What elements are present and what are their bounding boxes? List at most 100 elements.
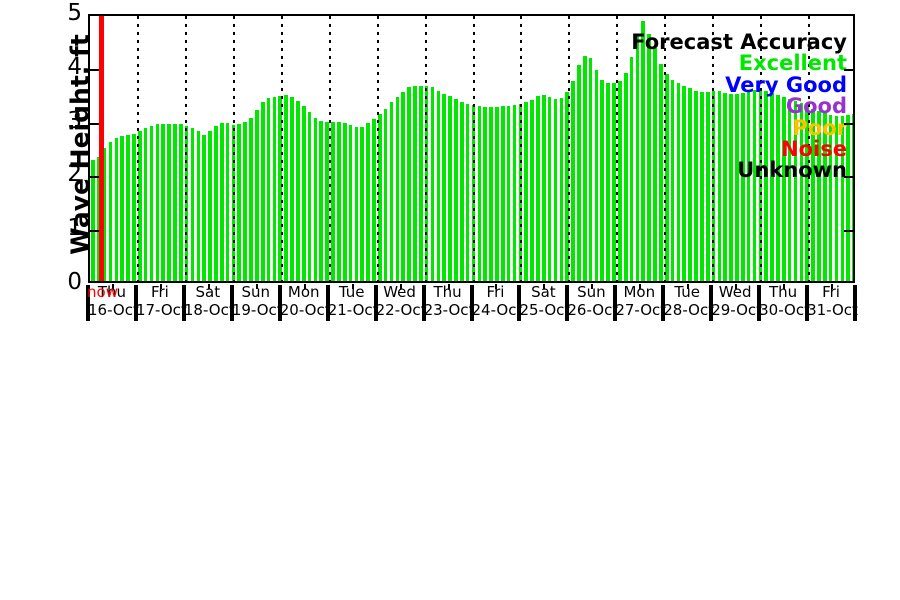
bar	[413, 86, 417, 281]
bar	[524, 102, 528, 281]
day-of-week-label: Fri	[486, 283, 505, 301]
bar	[243, 122, 247, 281]
now-marker-line	[99, 16, 105, 281]
x-axis-day-16-Oct: Thu 16-Oct	[88, 283, 139, 322]
day-separator	[661, 285, 666, 321]
day-of-week-label: Mon	[287, 283, 320, 301]
bar	[764, 90, 769, 281]
bar	[389, 102, 394, 281]
day-of-week-label: Fri	[822, 283, 840, 301]
x-axis-minor-tick	[111, 284, 114, 289]
x-axis-day-18-Oct: Sat 18-Oct	[184, 283, 235, 322]
bar	[143, 128, 148, 281]
bar	[553, 99, 558, 281]
day-gridline	[808, 16, 811, 281]
bar	[483, 106, 488, 281]
bar	[618, 80, 622, 281]
bar	[202, 134, 206, 281]
bar	[512, 105, 517, 281]
bar	[284, 94, 288, 281]
x-axis-day-25-Oct: Sat 25-Oct	[519, 284, 570, 322]
bar	[196, 130, 201, 281]
date-label: 23-Oct	[423, 301, 475, 319]
day-of-week-label: Sun	[241, 283, 271, 301]
bar	[641, 20, 646, 281]
bar	[465, 104, 470, 281]
legend-item-excellent: Excellent	[738, 51, 847, 76]
day-of-week-label: Thu	[769, 283, 798, 301]
bar	[852, 113, 853, 281]
bar	[337, 121, 341, 281]
bar	[746, 91, 751, 281]
bar	[664, 74, 669, 281]
day-separator	[421, 285, 426, 321]
day-gridline	[328, 16, 331, 281]
bar	[541, 95, 546, 281]
x-axis-day-31-Oct: Fri 31-Oct	[807, 283, 858, 322]
date-label: 20-Oct	[279, 301, 331, 319]
bar	[331, 122, 335, 281]
date-label: 27-Oct	[615, 301, 667, 319]
bar	[729, 93, 733, 281]
x-axis-minor-tick	[255, 284, 258, 289]
bar	[787, 99, 792, 281]
bar	[290, 97, 294, 281]
day-separator	[277, 285, 282, 321]
x-axis-minor-tick	[687, 284, 690, 289]
x-axis-day-26-Oct: Sun 26-Oct	[567, 284, 618, 322]
day-separator	[853, 285, 857, 321]
bar	[489, 107, 493, 281]
bar	[102, 147, 107, 281]
bar	[629, 57, 634, 281]
date-label: 28-Oct	[663, 301, 715, 319]
day-of-week-label: Fri	[150, 283, 169, 301]
bar	[635, 36, 640, 281]
day-gridline	[664, 16, 667, 281]
x-axis-minor-tick	[447, 284, 450, 289]
day-of-week-label: Sat	[195, 283, 221, 301]
bar	[676, 83, 681, 281]
bar	[378, 114, 382, 281]
bar	[278, 95, 283, 281]
x-axis-day-23-Oct: Thu 23-Oct	[423, 284, 475, 322]
bar	[828, 114, 833, 281]
day-separator	[757, 285, 762, 321]
bar	[137, 131, 142, 281]
y-tick-mark-2-left	[90, 176, 99, 179]
bar	[659, 63, 663, 281]
bar	[623, 73, 628, 281]
bar	[495, 106, 499, 281]
bar	[155, 123, 160, 281]
y-axis-tick-2: 2	[67, 161, 82, 188]
bar	[811, 108, 815, 281]
bar	[418, 86, 423, 281]
bar	[612, 83, 616, 281]
date-label: 16-Oct	[88, 301, 139, 319]
bar	[436, 90, 441, 281]
bar	[776, 94, 780, 281]
bar	[606, 83, 610, 281]
bar	[360, 126, 365, 281]
date-label: 29-Oct	[711, 301, 763, 319]
bar	[834, 115, 839, 281]
x-axis-minor-tick	[639, 284, 642, 289]
bar	[518, 104, 523, 281]
bar	[266, 98, 271, 281]
legend-item-very-good: Very Good	[725, 72, 847, 97]
bar	[249, 118, 253, 281]
date-label: 21-Oct	[327, 301, 379, 319]
bar	[653, 47, 657, 281]
day-gridline	[424, 16, 427, 281]
bar	[705, 91, 710, 281]
x-axis-minor-tick	[735, 284, 738, 289]
day-gridline	[136, 16, 139, 281]
bar	[565, 91, 569, 281]
day-of-week-label: Thu	[97, 283, 127, 301]
bar	[395, 97, 400, 281]
day-separator	[565, 285, 570, 321]
bar	[577, 64, 581, 281]
legend: Forecast Accuracy Excellent Very Good Go…	[631, 31, 851, 182]
day-separator	[805, 285, 810, 321]
bar	[793, 101, 798, 281]
